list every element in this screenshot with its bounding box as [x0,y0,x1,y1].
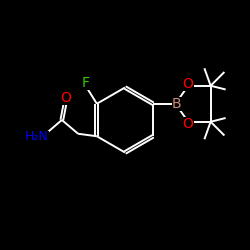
Text: O: O [183,117,194,131]
Text: O: O [183,77,194,91]
Text: H₂N: H₂N [25,130,49,143]
Text: F: F [82,76,90,90]
Text: O: O [60,90,71,104]
Text: B: B [172,97,182,111]
